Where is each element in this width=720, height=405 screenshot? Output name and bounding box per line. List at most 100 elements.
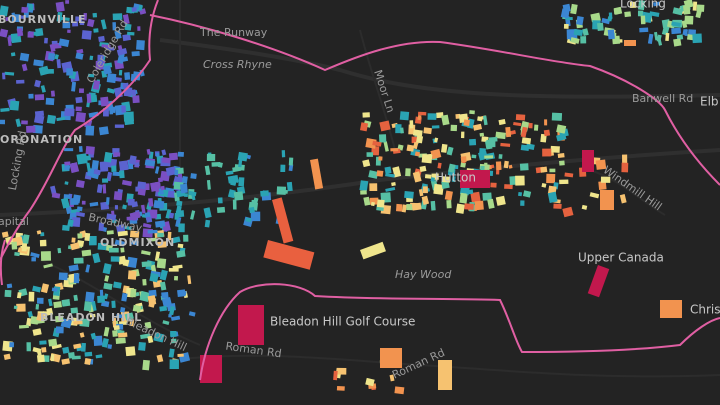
building (161, 157, 171, 164)
building (131, 7, 137, 12)
building (519, 163, 529, 171)
building (124, 23, 132, 31)
building (4, 71, 15, 76)
building (166, 190, 176, 198)
building (515, 175, 525, 186)
building (98, 35, 105, 42)
building (399, 111, 410, 121)
building (391, 182, 396, 187)
building (180, 183, 188, 194)
building (455, 203, 465, 214)
building (441, 176, 451, 183)
building (99, 161, 109, 172)
building (66, 68, 73, 76)
building (45, 97, 55, 106)
building (444, 190, 453, 201)
building (336, 367, 347, 375)
boundary-line (149, 14, 720, 186)
building (114, 205, 118, 210)
building (2, 72, 6, 80)
building (113, 152, 121, 157)
building (5, 16, 10, 22)
building (72, 194, 81, 204)
building (281, 150, 286, 158)
building (598, 181, 607, 191)
building (505, 126, 512, 138)
building (21, 243, 28, 252)
building (161, 296, 173, 308)
building (93, 168, 102, 176)
building (81, 249, 92, 257)
building (471, 154, 477, 159)
building (51, 343, 62, 350)
building (573, 28, 584, 37)
building (41, 347, 47, 353)
building (560, 8, 570, 19)
building (114, 124, 125, 128)
building (550, 145, 560, 153)
building (437, 162, 442, 169)
building (132, 95, 140, 104)
building (96, 184, 103, 194)
building (542, 148, 552, 157)
building (490, 182, 497, 188)
building (546, 173, 556, 184)
building (38, 65, 50, 76)
building (92, 80, 101, 90)
building (595, 159, 607, 170)
building (62, 224, 70, 232)
building (518, 191, 523, 197)
building (440, 143, 448, 153)
building (78, 88, 85, 94)
place-label: Elb (700, 95, 719, 109)
building (79, 332, 85, 338)
building (112, 22, 117, 31)
building (177, 353, 184, 358)
building (104, 275, 110, 282)
building (134, 162, 140, 167)
building (44, 37, 48, 44)
building (556, 133, 567, 142)
building (85, 291, 95, 303)
building (431, 125, 440, 129)
building (394, 386, 405, 395)
building (79, 20, 85, 26)
building (141, 261, 152, 268)
building (107, 344, 113, 350)
building (43, 263, 53, 269)
building (121, 292, 128, 302)
building (441, 114, 450, 126)
building (484, 140, 493, 150)
building (111, 165, 117, 172)
building (406, 203, 413, 211)
building (174, 169, 179, 176)
building (472, 123, 483, 131)
place-label: Hay Wood (395, 268, 452, 281)
building (36, 354, 45, 363)
building (26, 342, 31, 352)
building (106, 213, 117, 221)
building (232, 199, 237, 210)
building (639, 27, 649, 33)
building (9, 342, 15, 348)
building (129, 230, 140, 238)
building (629, 1, 637, 9)
building (206, 153, 216, 162)
building (376, 199, 385, 208)
building (119, 307, 126, 313)
building (103, 293, 109, 300)
building (528, 123, 533, 129)
building (114, 239, 125, 247)
building (521, 137, 532, 145)
building (102, 65, 112, 75)
building (454, 165, 459, 170)
building (123, 111, 134, 122)
building (228, 175, 238, 184)
building (206, 179, 211, 190)
building (684, 29, 688, 36)
building (21, 120, 28, 125)
building (60, 318, 72, 329)
building (200, 355, 222, 383)
building (116, 47, 128, 56)
building (522, 190, 532, 198)
